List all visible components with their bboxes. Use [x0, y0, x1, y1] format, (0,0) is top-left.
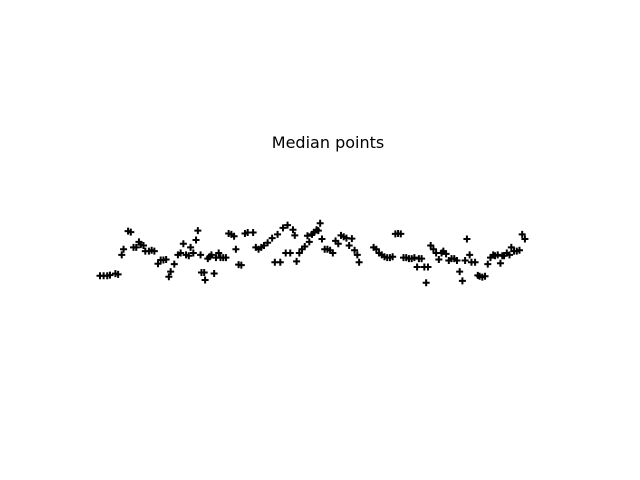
scatter-point	[463, 235, 471, 243]
scatter-point	[355, 258, 363, 266]
scatter-point	[507, 243, 515, 251]
scatter-point	[232, 245, 240, 253]
scatter-point	[201, 276, 209, 284]
scatter-point	[429, 245, 437, 253]
scatter-point	[139, 242, 147, 250]
scatter-point	[345, 242, 353, 250]
scatter-point	[496, 259, 504, 267]
scatter-point	[334, 240, 342, 248]
scatter-point	[461, 256, 469, 264]
scatter-point	[114, 270, 122, 278]
scatter-point	[207, 251, 215, 259]
scatter-point	[215, 249, 223, 257]
scatter-point	[167, 268, 175, 276]
scatter-point	[301, 242, 309, 250]
scatter-point	[197, 251, 205, 259]
scatter-point	[154, 260, 162, 268]
scatter-point	[471, 258, 479, 266]
scatter-point	[314, 227, 322, 235]
scatter-point	[458, 277, 466, 285]
scatter-point	[481, 272, 489, 280]
scatter-point	[518, 230, 526, 238]
scatter-point	[418, 255, 426, 263]
scatter-point	[264, 239, 272, 247]
scatter-point	[179, 240, 187, 248]
scatter-point	[118, 251, 126, 259]
scatter-point	[192, 236, 200, 244]
scatter-point	[150, 247, 158, 255]
scatter-point	[424, 263, 432, 271]
scatter-point	[291, 231, 299, 239]
scatter-point	[442, 250, 450, 258]
scatter-point	[274, 230, 282, 238]
scatter-point	[200, 269, 208, 277]
scatter-point	[427, 242, 435, 250]
scatter-point	[453, 256, 461, 264]
scatter-point	[466, 251, 474, 259]
scatter-point	[185, 252, 193, 260]
scatter-point	[132, 243, 140, 251]
scatter-point	[162, 256, 170, 264]
scatter-point	[187, 243, 195, 251]
scatter-point	[289, 226, 297, 234]
scatter-point	[456, 268, 464, 276]
scatter-point	[413, 263, 421, 271]
scatter-point	[237, 261, 245, 269]
scatter-point	[515, 246, 523, 254]
scatter-point	[210, 269, 218, 277]
scatter-point	[422, 279, 430, 287]
chart-title: Median points	[272, 133, 384, 152]
scatter-point	[397, 230, 405, 238]
scatter-point	[222, 254, 230, 262]
scatter-point	[295, 249, 303, 257]
scatter-point	[276, 258, 284, 266]
scatter-point	[329, 249, 337, 257]
scatter-point	[484, 260, 492, 268]
scatter-point	[127, 228, 135, 236]
scatter-point	[435, 256, 443, 264]
scatter-point	[165, 273, 173, 281]
scatter-point	[351, 246, 359, 254]
scatter-point	[170, 260, 178, 268]
scatter-point	[120, 245, 128, 253]
scatter-markers	[96, 219, 529, 287]
scatter-point	[284, 221, 292, 229]
scatter-point	[372, 245, 380, 253]
scatter-point	[189, 249, 197, 257]
scatter-point	[506, 251, 514, 259]
scatter-point	[268, 234, 276, 242]
scatter-point	[260, 242, 268, 250]
scatter-point	[353, 251, 361, 259]
scatter-point	[303, 232, 311, 240]
scatter-point	[230, 232, 238, 240]
scatter-point	[249, 229, 257, 237]
scatter-point	[318, 235, 326, 243]
scatter-point	[279, 224, 287, 232]
scatter-point	[194, 227, 202, 235]
scatter-point	[177, 249, 185, 257]
scatter-point	[106, 271, 114, 279]
scatter-point	[348, 235, 356, 243]
scatter-point	[305, 238, 313, 246]
scatter-point	[389, 253, 397, 261]
scatter-point	[293, 257, 301, 265]
scatter-point	[316, 219, 324, 227]
scatter-point	[286, 249, 294, 257]
scatter-point	[521, 235, 529, 243]
